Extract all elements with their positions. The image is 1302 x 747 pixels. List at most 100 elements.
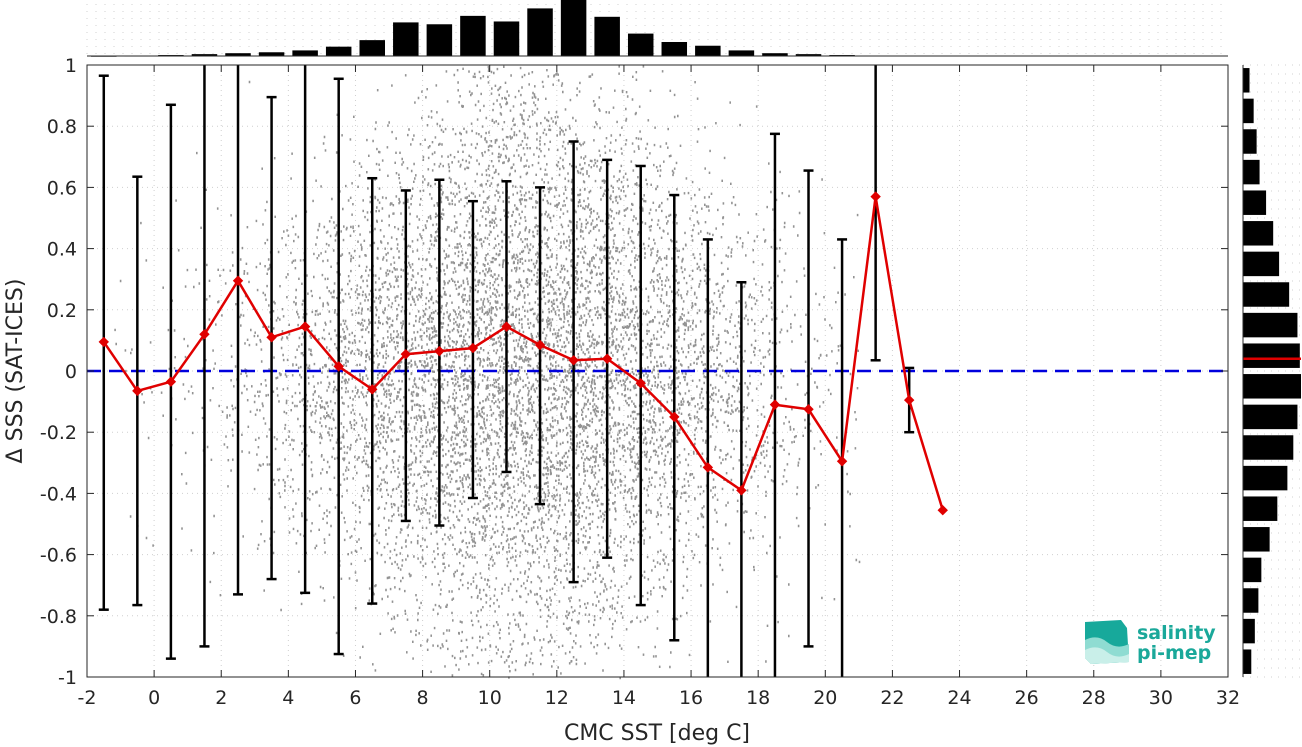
y-tick-label: -0.6 (40, 545, 77, 567)
top-histogram-bar (325, 46, 352, 56)
x-tick-label: 14 (612, 687, 636, 709)
top-histogram-bar (191, 54, 218, 56)
binned-mean-line (102, 196, 944, 511)
top-histogram-frame (87, 0, 1228, 56)
logo-wave-highlight (1085, 647, 1129, 664)
top-histogram-bar (728, 50, 755, 56)
binned-mean-point (568, 355, 579, 366)
y-tick-label: -0.8 (40, 606, 77, 628)
y-tick-label: 0.6 (47, 177, 77, 199)
top-histogram-bar (359, 40, 386, 56)
x-tick-label: 32 (1216, 687, 1240, 709)
top-histogram-bar (527, 8, 553, 56)
top-histogram-bar (560, 0, 587, 56)
top-histogram-bar (795, 54, 822, 56)
right-histogram-bar (1243, 588, 1259, 613)
x-tick-label: 4 (282, 687, 294, 709)
right-histogram-bar (1243, 68, 1250, 93)
right-histogram-panel (1242, 64, 1301, 678)
right-histogram-bar (1243, 221, 1274, 246)
binned-mean-point (501, 321, 512, 332)
top-histogram-bar (762, 53, 788, 56)
logo-text-line1: salinity (1137, 622, 1216, 644)
y-tick-label: 0.4 (47, 239, 77, 261)
right-histogram-bar (1243, 98, 1254, 124)
right-histogram-bar (1243, 618, 1255, 644)
y-axis: 1 0.8 0.6 0.4 0.2 0 -0.2 -0.4 -0.6 -0.8 -1 (40, 55, 1228, 689)
right-histogram-bar (1243, 649, 1252, 674)
y-tick-label: -0.2 (40, 422, 77, 444)
x-tick-label: 12 (545, 687, 569, 709)
right-histogram-bar (1243, 557, 1262, 583)
x-axis-label: CMC SST [deg C] (564, 721, 750, 746)
binned-mean-point (98, 336, 109, 348)
top-histogram-bar (225, 53, 251, 56)
top-histogram-bar (393, 22, 419, 56)
y-tick-label: 1 (65, 55, 77, 77)
binned-mean-point (367, 384, 378, 395)
binned-mean-point (232, 275, 244, 286)
x-axis: -2 0 2 4 6 8 10 12 14 16 18 20 22 24 26 28 30 32 (78, 65, 1240, 709)
logo-text-line2: pi-mep (1137, 642, 1211, 664)
binned-mean-point (669, 411, 680, 423)
right-histogram-bars (1243, 68, 1301, 674)
binned-mean-point (132, 385, 143, 397)
x-tick-label: 26 (1015, 687, 1039, 709)
binned-mean-point (702, 462, 714, 473)
right-histogram-bar (1243, 159, 1260, 185)
right-histogram-bar (1243, 435, 1294, 460)
binned-mean-point (400, 348, 412, 360)
top-histogram-panel (86, 0, 1228, 57)
right-histogram-bar (1243, 374, 1301, 399)
right-histogram-bar (1243, 527, 1270, 552)
y-tick-label: -0.4 (40, 483, 77, 505)
right-histogram-bar (1243, 282, 1290, 307)
y-tick-label: -1 (58, 667, 77, 689)
binned-mean-point (903, 394, 915, 406)
x-tick-label: -2 (78, 687, 97, 709)
right-histogram-bar (1243, 190, 1267, 215)
binned-mean-point (836, 456, 848, 467)
binned-mean-series (98, 191, 948, 516)
x-tick-label: 8 (417, 687, 429, 709)
x-tick-label: 28 (1082, 687, 1106, 709)
x-tick-label: 20 (813, 687, 837, 709)
binned-mean-point (199, 329, 210, 340)
top-histogram-bar (695, 45, 721, 56)
y-tick-label: 0.8 (47, 116, 77, 138)
top-histogram-bars (91, 0, 855, 57)
binned-mean-point (601, 353, 613, 364)
y-tick-label: 0 (65, 361, 77, 383)
x-tick-label: 24 (947, 687, 971, 709)
binned-mean-point (870, 191, 881, 202)
x-tick-label: 30 (1149, 687, 1173, 709)
binned-mean-point (467, 342, 479, 354)
binned-mean-point (299, 321, 311, 332)
binned-mean-point (736, 485, 747, 496)
x-tick-label: 0 (148, 687, 160, 709)
top-histogram-bar (594, 16, 620, 56)
top-histogram-bar (292, 50, 318, 56)
binned-mean-point (266, 332, 277, 343)
top-histogram-bar (661, 42, 688, 56)
right-histogram-bar (1243, 251, 1280, 277)
x-tick-label: 18 (746, 687, 770, 709)
right-histogram-bar (1243, 129, 1257, 154)
top-histogram-bar (460, 15, 486, 56)
y-tick-label: 0.2 (47, 300, 77, 322)
top-histogram-bar (426, 24, 453, 56)
x-tick-label: 10 (478, 687, 502, 709)
y-axis-label: Δ SSS (SAT-ICES) (3, 279, 28, 464)
x-tick-label: 16 (679, 687, 703, 709)
binned-mean-point (434, 345, 445, 357)
binned-mean-point (333, 361, 344, 372)
salinity-pi-mep-logo: salinity pi-mep (1085, 620, 1216, 664)
binned-mean-point (937, 505, 948, 516)
right-histogram-bar (1243, 465, 1288, 491)
x-tick-label: 6 (349, 687, 361, 709)
right-histogram-bar (1243, 343, 1300, 368)
x-tick-label: 22 (880, 687, 904, 709)
binned-mean-point (803, 404, 814, 415)
top-histogram-bar (627, 33, 654, 56)
right-histogram-grid (1243, 64, 1300, 678)
